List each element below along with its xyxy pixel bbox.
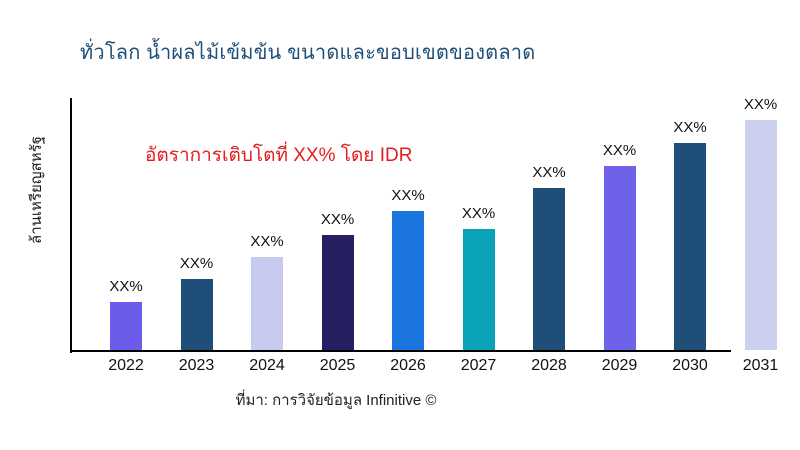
y-axis-title: ล้านเหรียญสหรัฐ [28, 136, 45, 244]
x-tick-2031: 2031 [742, 357, 779, 374]
x-tick-2027: 2027 [460, 357, 497, 374]
bar-value-label-2029: XX% [602, 142, 637, 159]
x-tick-2024: 2024 [249, 357, 285, 374]
bar-value-label-2027: XX% [461, 205, 496, 222]
bar-value-label-2030: XX% [673, 119, 707, 136]
chart-title: ทั่วโลก น้ำผลไม้เข้มข้น ขนาดและขอบเขตของ… [80, 42, 536, 64]
plot-area: XX% 2022 XX% 2023 XX% 2024 XX% 2025 XX% 2026 XX% 20… [70, 96, 782, 374]
source-attribution: ที่มา: การวิจัยข้อมูล Infinitive © [235, 392, 437, 409]
bar-2023 [180, 279, 213, 350]
x-tick-2023: 2023 [178, 357, 215, 374]
x-axis-line [70, 350, 731, 352]
bar-2026 [392, 211, 424, 350]
bar-value-label-2026: XX% [391, 187, 425, 204]
x-tick-2028: 2028 [531, 357, 567, 374]
bar-2024 [251, 257, 283, 350]
bar-value-label-2025: XX% [320, 211, 355, 228]
bar-2022 [110, 302, 142, 350]
bar-2029 [603, 166, 636, 350]
bar-value-label-2023: XX% [179, 255, 214, 272]
y-axis-line [70, 98, 72, 353]
bar-2027 [462, 229, 495, 350]
bar-2030 [674, 143, 706, 350]
bar-value-label-2031: XX% [743, 96, 778, 113]
growth-rate-annotation: อัตราการเติบโตที่ XX% โดย IDR [145, 145, 413, 166]
x-tick-2025: 2025 [319, 357, 356, 374]
bar-value-label-2028: XX% [532, 164, 566, 181]
x-tick-2022: 2022 [108, 357, 144, 374]
bar-2025 [321, 235, 354, 350]
bar-2028 [533, 188, 565, 350]
bar-value-label-2024: XX% [250, 233, 284, 250]
x-tick-2026: 2026 [390, 357, 426, 374]
bar-2031 [744, 120, 777, 350]
bar-value-label-2022: XX% [109, 278, 143, 295]
x-tick-2029: 2029 [601, 357, 638, 374]
x-tick-2030: 2030 [672, 357, 708, 374]
